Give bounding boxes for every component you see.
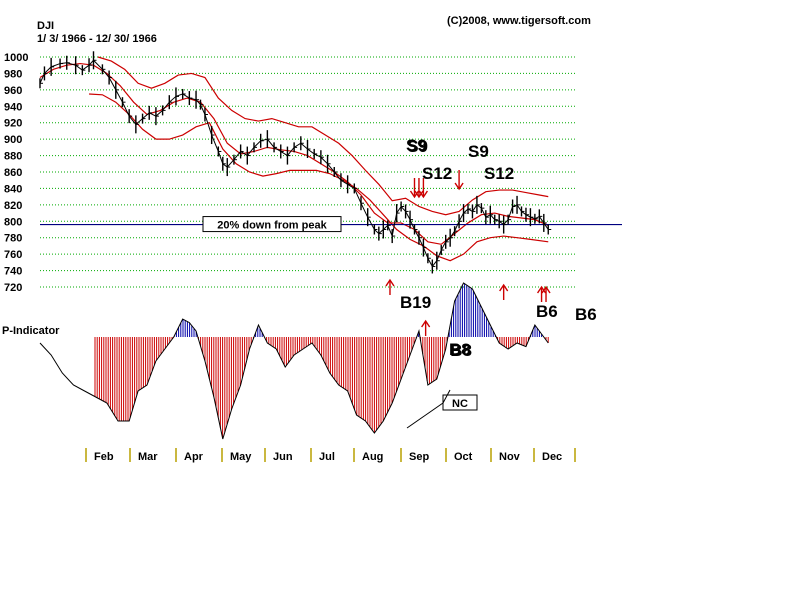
month-label: May [230,451,252,463]
signal-label-shadow: S9 [407,137,428,156]
lower-band-line [89,93,549,262]
buy-arrow-head [385,278,395,287]
month-label: Nov [499,451,521,463]
month-label: Oct [454,451,473,463]
y-axis: 1000 980 960 940 920 900 880 860 840 820 800 780 760… [4,52,28,294]
month-label: Aug [362,451,383,463]
month-label: Mar [138,451,158,463]
signal-label-s9: S9 [468,142,489,161]
month-label: Feb [94,451,114,463]
nc-label: NC [452,398,468,410]
signal-label-b6: B6 [575,305,597,324]
signal-label-b6: B6 [536,302,558,321]
p-indicator [39,282,549,440]
buy-arrow-head [421,319,431,328]
sell-arrow-head [454,182,464,191]
y-tick-label: 880 [4,151,22,163]
nc-pointer-line-2 [442,389,451,404]
y-tick-label: 1000 [4,52,28,64]
x-axis: Feb Mar Apr May Jun Jul Aug Sep Oct Nov Dec [85,448,576,463]
y-tick-label: 900 [4,134,22,146]
signal-label-s9: S9 [406,136,427,155]
signal-label-b8: B8 [449,340,471,359]
reference-label: 20% down from peak [217,220,327,232]
chart-title: DJI [37,20,54,32]
upper-band-line [97,56,549,216]
y-tick-label: 800 [4,216,22,228]
buy-arrow-head [541,285,551,294]
y-tick-label: 740 [4,266,22,278]
y-tick-label: 720 [4,282,22,294]
y-tick-label: 920 [4,118,22,130]
reference-label-box [202,216,342,233]
nc-pointer-line [406,402,444,429]
y-tick-label: 840 [4,183,22,195]
signal-label-b19: B19 [400,293,431,312]
y-tick-label: 780 [4,233,22,245]
sell-arrow-head [414,190,424,199]
y-tick-label: 760 [4,249,22,261]
month-label: Apr [184,451,204,463]
y-tick-label: 980 [4,68,22,80]
y-tick-label: 960 [4,85,22,97]
sell-arrow-head [418,190,428,199]
sell-arrow-head [409,190,420,199]
chart-copyright: (C)2008, www.tigersoft.com [447,15,591,27]
month-label: Jul [319,451,335,463]
signal-label-shadow: B8 [450,341,472,360]
buy-arrow-head [499,283,509,292]
p-indicator-label: P-Indicator [2,325,60,337]
y-tick-label: 820 [4,200,22,212]
chart-date-range: 1/ 3/ 1966 - 12/ 30/ 1966 [37,33,157,45]
p-indicator-line [39,282,549,440]
month-label: Sep [409,451,429,463]
signal-label-s12: S12 [484,164,514,183]
buy-arrow-head [536,285,547,294]
month-label: Jun [273,451,293,463]
reference-line-group: 20% down from peak [40,216,622,233]
y-tick-label: 940 [4,101,22,113]
y-tick-label: 860 [4,167,22,179]
month-label: Dec [542,451,562,463]
price-series [39,51,552,274]
signal-label-s12: S12 [422,164,452,183]
